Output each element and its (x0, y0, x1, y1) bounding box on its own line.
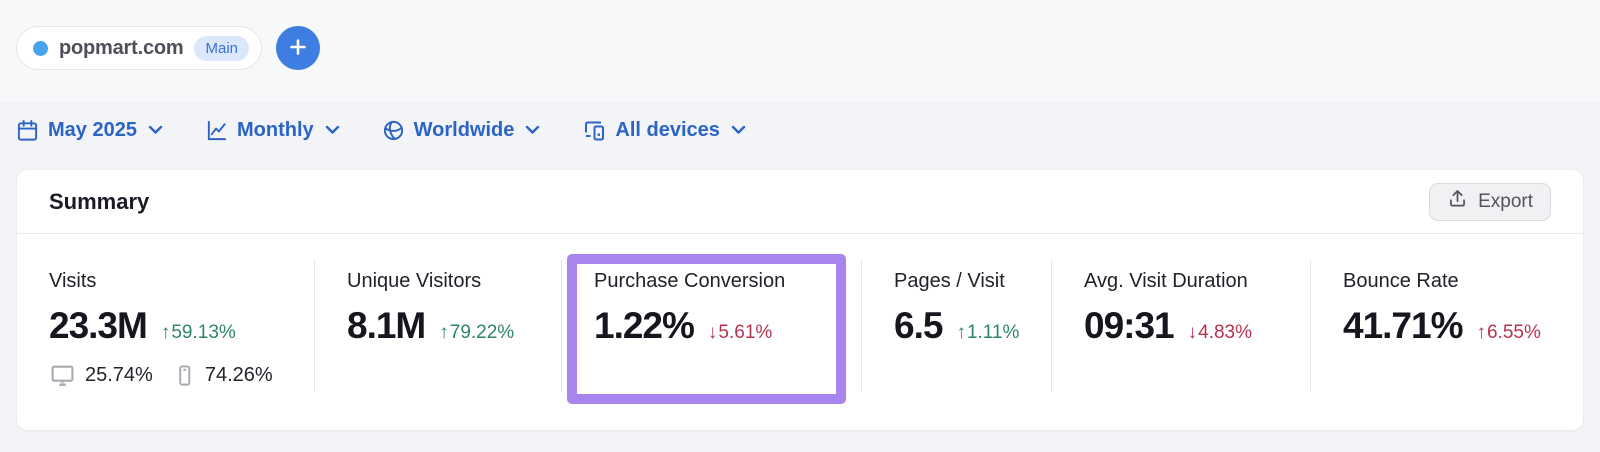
trend-up-icon: ↑ (439, 322, 449, 343)
metric-value: 09:31 (1084, 305, 1175, 346)
trend-up-icon: ↑ (160, 322, 171, 343)
trend-down-icon: ↓ (707, 322, 718, 343)
trend-down-icon: ↓ (1187, 322, 1198, 343)
region-filter[interactable]: Worldwide (382, 119, 541, 142)
plus-icon (288, 37, 308, 60)
summary-card-header: Summary Export (17, 170, 1583, 234)
trend-up-icon: ↑ (956, 322, 966, 343)
date-filter[interactable]: May 2025 (16, 119, 163, 142)
date-filter-label: May 2025 (48, 118, 137, 141)
device-filter-label: All devices (615, 118, 720, 141)
metric-change: ↑79.22% (439, 322, 515, 343)
desktop-icon (49, 363, 76, 388)
metric-change: ↑6.55% (1476, 322, 1541, 343)
metrics-row: Visits 23.3M ↑59.13% 25.74% (17, 234, 1583, 430)
device-split: 25.74% 74.26% (49, 363, 303, 388)
metric-change: ↓5.61% (707, 322, 773, 343)
globe-icon (382, 119, 405, 142)
desktop-share: 25.74% (49, 363, 153, 388)
metric-value: 6.5 (894, 305, 943, 346)
metric-value: 41.71% (1343, 305, 1463, 346)
calendar-icon (16, 119, 39, 142)
metric-label: Purchase Conversion (594, 270, 786, 292)
mobile-share: 74.26% (173, 363, 273, 388)
chevron-down-icon (148, 125, 163, 135)
granularity-filter[interactable]: Monthly (205, 119, 340, 142)
summary-card: Summary Export Visits 23.3M ↑59.13% (16, 169, 1584, 431)
device-filter[interactable]: All devices (582, 118, 746, 142)
project-bar: popmart.com Main (0, 0, 1600, 103)
project-dot-icon (33, 40, 48, 56)
metric-label: Avg. Visit Duration (1084, 270, 1248, 292)
metric-bounce-rate: Bounce Rate 41.71% ↑6.55% (1311, 234, 1583, 430)
chevron-down-icon (325, 125, 340, 135)
metric-change: ↑59.13% (160, 322, 236, 343)
granularity-filter-label: Monthly (236, 118, 314, 141)
metric-unique-visitors: Unique Visitors 8.1M ↑79.22% (315, 234, 562, 430)
region-filter-label: Worldwide (413, 118, 515, 141)
summary-title: Summary (49, 188, 150, 214)
metric-value: 23.3M (49, 305, 148, 346)
metric-pages-per-visit: Pages / Visit 6.5 ↑1.11% (862, 234, 1052, 430)
export-button-label: Export (1478, 190, 1533, 212)
project-domain-label: popmart.com (59, 36, 184, 59)
export-icon (1447, 188, 1468, 215)
add-project-button[interactable] (276, 26, 320, 70)
project-selector[interactable]: popmart.com Main (16, 26, 262, 70)
export-button[interactable]: Export (1429, 182, 1551, 221)
mobile-icon (173, 363, 196, 388)
metric-value: 1.22% (594, 305, 695, 346)
trend-up-icon: ↑ (1476, 322, 1487, 343)
metric-change: ↑1.11% (956, 322, 1020, 343)
chevron-down-icon (731, 125, 746, 135)
metric-value: 8.1M (347, 305, 426, 346)
line-chart-icon (205, 119, 228, 142)
metric-label: Bounce Rate (1343, 270, 1459, 292)
metric-change: ↓4.83% (1187, 322, 1253, 343)
metric-label: Visits (49, 270, 97, 292)
metric-purchase-conversion: Purchase Conversion 1.22% ↓5.61% (562, 234, 862, 430)
metric-label: Unique Visitors (347, 270, 482, 292)
metric-visits: Visits 23.3M ↑59.13% 25.74% (17, 234, 315, 430)
devices-icon (582, 118, 606, 142)
metric-avg-visit-duration: Avg. Visit Duration 09:31 ↓4.83% (1052, 234, 1311, 430)
filter-bar: May 2025 Monthly Wo (16, 115, 1584, 145)
metric-label: Pages / Visit (894, 270, 1005, 292)
chevron-down-icon (525, 125, 540, 135)
main-badge: Main (194, 35, 249, 61)
